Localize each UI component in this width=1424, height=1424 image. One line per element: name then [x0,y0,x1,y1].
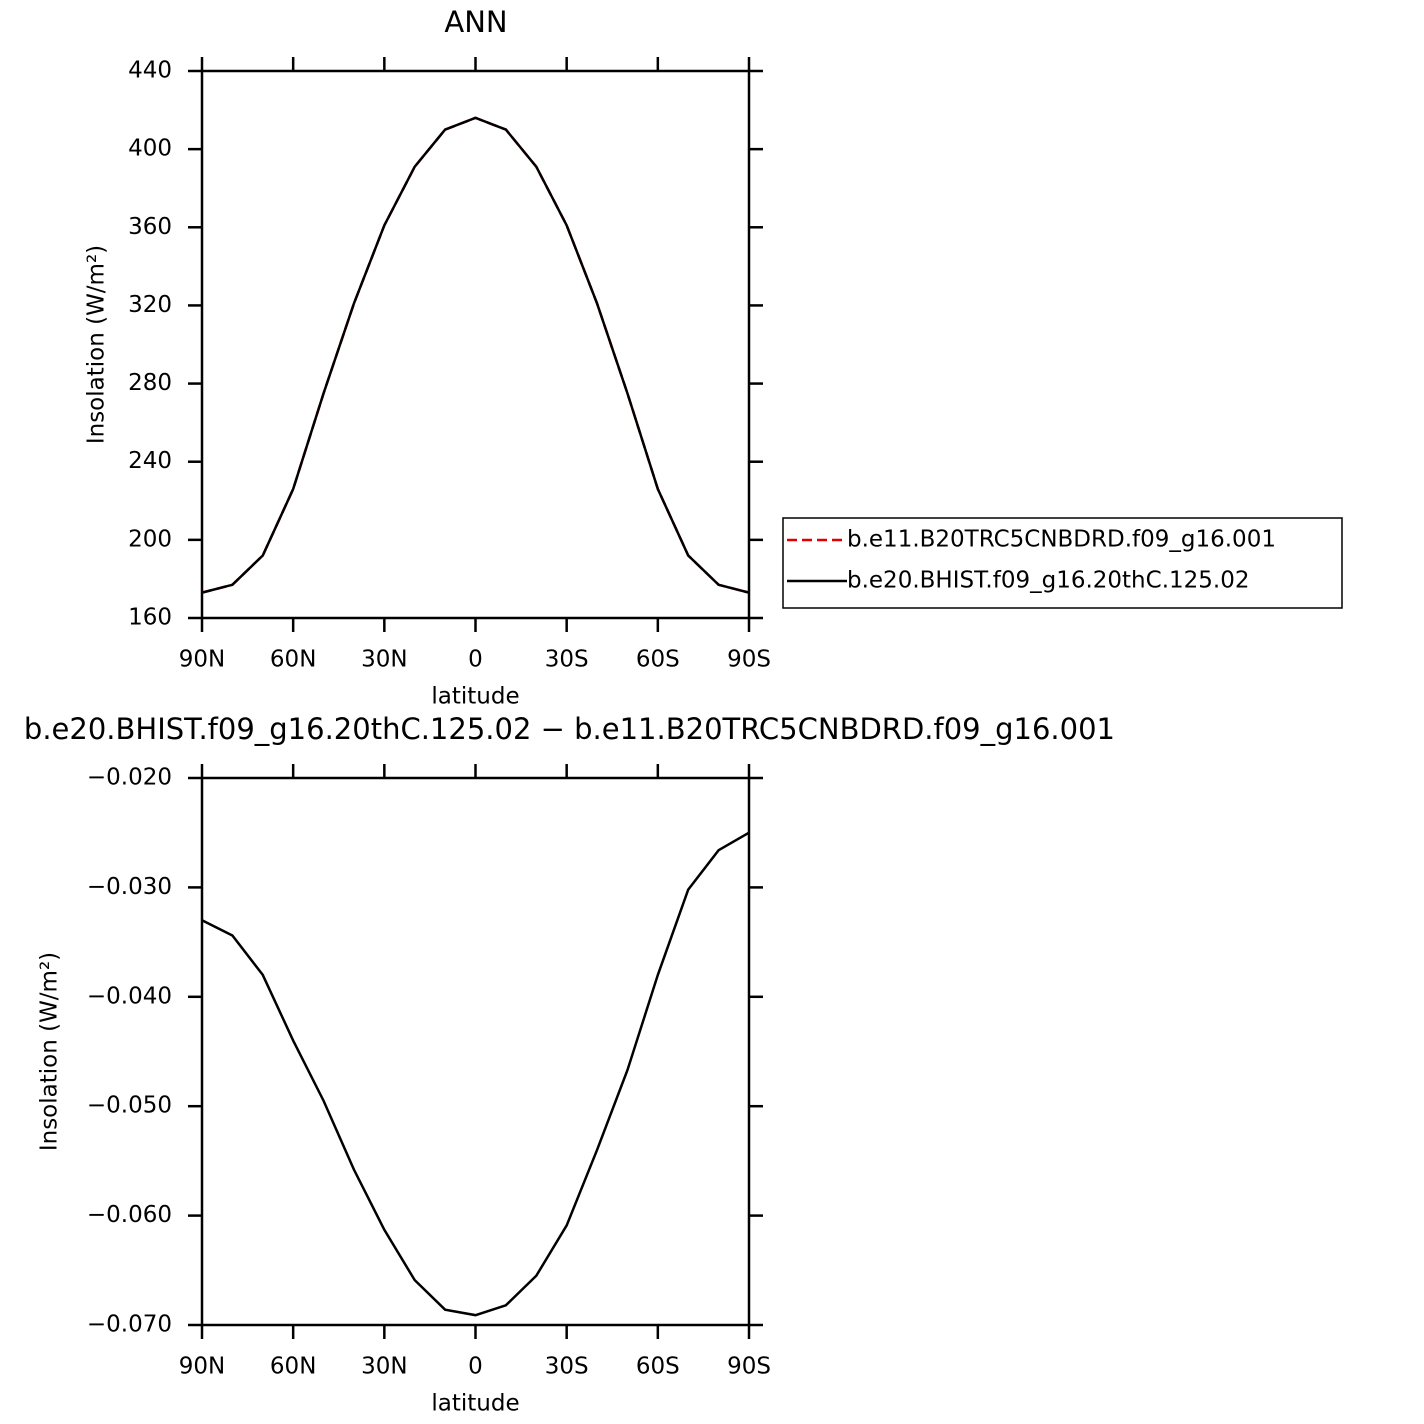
data-line [201,831,750,1317]
chart-title: b.e20.BHIST.f09_g16.20thC.125.02 − b.e11… [24,712,1115,746]
plot-frame [200,776,751,1327]
x-tick-label: 30N [361,647,407,673]
y-axis-label: Insolation (W/m²) [84,245,110,444]
x-axis-label: latitude [431,684,519,710]
y-tick-label: −0.050 [87,1093,172,1119]
y-tick-label: −0.070 [87,1312,172,1338]
y-tick-label: 200 [128,526,172,552]
x-tick-label: 90S [727,1354,771,1380]
x-tick-label: 60N [270,647,316,673]
data-line [201,116,750,594]
y-tick-label: −0.060 [87,1202,172,1228]
y-tick-label: 360 [128,214,172,240]
data-line [201,116,750,594]
x-axis-label: latitude [431,1391,519,1417]
x-tick-label: 30S [545,647,589,673]
y-tick-label: 280 [128,370,172,396]
x-tick-label: 30S [545,1354,589,1380]
plot-frame [200,69,751,620]
x-tick-label: 60S [636,647,680,673]
y-tick-label: 400 [128,136,172,162]
y-tick-label: 160 [128,605,172,631]
x-tick-label: 60N [270,1354,316,1380]
x-tick-label: 0 [468,1354,483,1380]
y-tick-label: 240 [128,448,172,474]
y-tick-label: −0.040 [87,983,172,1009]
legend-label: b.e20.BHIST.f09_g16.20thC.125.02 [847,568,1249,594]
legend-label: b.e11.B20TRC5CNBDRD.f09_g16.001 [847,527,1276,553]
chart-title: ANN [444,5,507,39]
x-tick-label: 90S [727,647,771,673]
x-tick-label: 60S [636,1354,680,1380]
y-axis-label: Insolation (W/m²) [37,952,63,1151]
x-tick-label: 90N [179,1354,225,1380]
legend-box [782,517,1343,609]
y-tick-label: −0.030 [87,874,172,900]
x-tick-label: 90N [179,647,225,673]
x-tick-label: 30N [361,1354,407,1380]
y-tick-label: 320 [128,292,172,318]
x-tick-label: 0 [468,647,483,673]
y-tick-label: −0.020 [87,765,172,791]
y-tick-label: 440 [128,58,172,84]
